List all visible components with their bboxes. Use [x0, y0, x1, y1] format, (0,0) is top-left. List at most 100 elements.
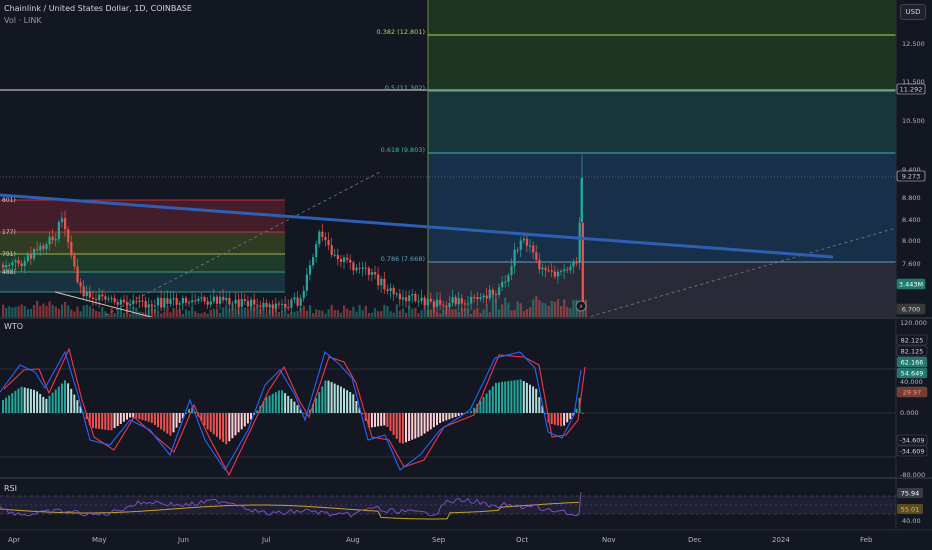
price-axis-tick: 7.600: [902, 260, 921, 268]
candle-body: [541, 267, 544, 270]
wto-hist-bar: [432, 413, 435, 428]
volume-bar: [240, 308, 243, 317]
wto-hist-bar: [274, 392, 277, 413]
wto-badge-text: 82.125: [901, 337, 924, 345]
candle-body: [361, 267, 364, 269]
volume-bar: [51, 304, 54, 317]
symbol-title[interactable]: Chainlink / United States Dollar, 1D, CO…: [4, 4, 192, 13]
candle-body: [383, 278, 386, 290]
wto-hist-bar: [370, 413, 373, 428]
volume-bar: [454, 309, 457, 317]
volume-bar: [308, 305, 312, 317]
volume-bar: [457, 311, 460, 317]
volume-bar: [429, 309, 432, 317]
volume-bar: [110, 308, 113, 317]
candle-body: [219, 296, 222, 304]
candle-body: [535, 252, 538, 260]
candle-body: [20, 263, 23, 267]
volume-bar: [299, 308, 302, 317]
wto-hist-bar: [482, 397, 485, 413]
rsi-axis-tick: 40.00: [902, 517, 921, 525]
fib-zone-teal: [428, 92, 896, 154]
candle-body: [91, 297, 95, 299]
wto-hist-bar: [358, 407, 361, 413]
candle-body: [169, 299, 172, 304]
candle-body: [513, 249, 516, 267]
candle-body: [284, 303, 287, 308]
candle-body: [470, 296, 473, 304]
candle-body: [395, 293, 398, 295]
wto-hist-bar: [296, 405, 299, 413]
candle-body: [79, 282, 82, 287]
wto-hist-bar: [144, 413, 147, 421]
wto-hist-bar: [33, 389, 35, 413]
candle-body: [191, 300, 194, 303]
candle-body: [519, 240, 522, 250]
volume-bar: [417, 313, 420, 317]
candle-body: [352, 262, 355, 271]
wto-hist-bar: [479, 400, 482, 413]
candle-body: [113, 298, 116, 303]
candle-body: [293, 297, 296, 300]
volume-bar: [556, 298, 560, 317]
candle-body: [240, 299, 243, 307]
time-axis-label: Sep: [432, 536, 446, 544]
currency-button[interactable]: USD: [900, 4, 926, 20]
volume-bar: [79, 311, 82, 317]
volume-bar: [420, 310, 423, 317]
wto-axis-tick: 120.000: [900, 319, 927, 327]
candle-body: [305, 274, 308, 291]
candle-body: [14, 260, 17, 263]
wto-hist-bar: [243, 413, 246, 427]
volume-bar: [392, 312, 395, 317]
candle-body: [178, 303, 181, 305]
left-fib-teal-zone: [0, 272, 285, 292]
candle-body: [246, 301, 250, 307]
wto-hist-bar: [26, 388, 29, 413]
volume-bar: [414, 307, 417, 317]
wto-hist-bar: [436, 413, 438, 426]
wto-pane-label[interactable]: WTO: [4, 322, 24, 331]
candle-body: [370, 272, 374, 275]
candle-body: [203, 297, 206, 302]
volume-bar: [175, 310, 178, 317]
wto-hist-bar: [414, 413, 417, 439]
volume-legend[interactable]: Vol · LINK: [4, 16, 42, 25]
wto-hist-bar: [352, 394, 355, 413]
wto-hist-bar: [302, 413, 305, 414]
candle-body: [26, 253, 29, 262]
volume-bar: [163, 311, 166, 317]
candle-body: [442, 304, 445, 306]
wto-hist-bar: [290, 398, 293, 413]
wto-hist-bar: [42, 396, 45, 413]
volume-bar: [355, 311, 358, 317]
wto-hist-bar: [361, 413, 364, 415]
volume-bar: [529, 307, 532, 317]
volume-bar: [256, 306, 259, 317]
wto-hist-bar: [491, 386, 494, 413]
wto-hist-bar: [445, 413, 448, 421]
volume-bar: [8, 306, 11, 317]
candle-body: [296, 297, 299, 306]
volume-bar: [48, 301, 51, 317]
wto-hist-bar: [386, 413, 389, 427]
candle-body: [116, 302, 119, 305]
candle-body: [23, 261, 26, 267]
candle-body: [64, 218, 67, 230]
price-axis-tick: 8.000: [902, 237, 921, 245]
volume-bar: [538, 300, 541, 317]
rsi-pane-label[interactable]: RSI: [4, 484, 17, 493]
wto-hist-bar: [411, 413, 414, 440]
candle-body: [550, 270, 553, 272]
volume-bar: [374, 308, 377, 317]
volume-bar: [395, 304, 398, 317]
volume-bar: [54, 306, 57, 317]
candle-body: [420, 297, 423, 301]
time-axis-label: Aug: [346, 536, 360, 544]
candle-body: [262, 302, 265, 308]
wto-hist-bar: [184, 413, 187, 414]
candle-body: [516, 249, 519, 251]
candle-body: [73, 255, 76, 267]
volume-bar: [476, 307, 479, 317]
